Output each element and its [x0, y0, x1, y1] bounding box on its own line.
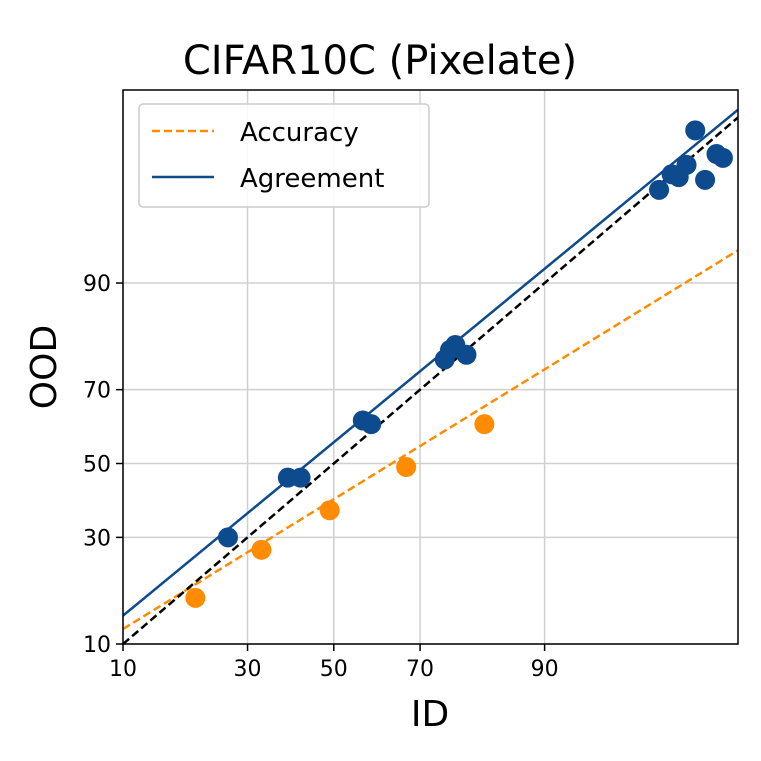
point-agreement	[676, 154, 697, 175]
point-accuracy	[396, 457, 417, 478]
point-agreement	[456, 344, 477, 365]
point-agreement	[290, 467, 311, 488]
point-accuracy	[474, 414, 495, 435]
point-accuracy	[319, 500, 340, 521]
y-tick-label: 30	[83, 526, 111, 551]
axis-ticks: 10 30 50 70 90 10 30 50 70 90	[83, 272, 559, 682]
point-agreement	[649, 179, 670, 200]
plot-contents	[123, 108, 738, 644]
legend: Accuracy Agreement	[138, 103, 430, 208]
point-agreement	[695, 169, 716, 190]
point-accuracy	[251, 539, 272, 560]
point-agreement	[361, 414, 382, 435]
point-agreement	[712, 147, 733, 168]
y-tick-label: 10	[83, 633, 111, 658]
legend-label-agreement: Agreement	[240, 164, 384, 194]
fit-line-accuracy	[123, 249, 738, 631]
x-tick-label: 50	[320, 657, 348, 682]
x-tick-label: 10	[109, 657, 137, 682]
reference-line-y-equals-x	[123, 116, 738, 644]
legend-box	[138, 103, 430, 208]
plot-area	[123, 108, 738, 644]
x-tick-label: 30	[234, 657, 262, 682]
plot-frame	[122, 89, 739, 645]
point-agreement	[217, 527, 238, 548]
point-agreement	[685, 120, 706, 141]
y-axis-label: OOD	[24, 325, 65, 409]
y-tick-label: 70	[83, 379, 111, 404]
x-axis-label: ID	[411, 694, 449, 735]
point-accuracy	[185, 587, 206, 608]
legend-label-accuracy: Accuracy	[240, 118, 359, 148]
x-tick-label: 90	[531, 657, 559, 682]
x-tick-label: 70	[406, 657, 434, 682]
y-tick-label: 90	[83, 272, 111, 297]
y-tick-label: 50	[83, 453, 111, 478]
chart-title: CIFAR10C (Pixelate)	[183, 38, 577, 84]
